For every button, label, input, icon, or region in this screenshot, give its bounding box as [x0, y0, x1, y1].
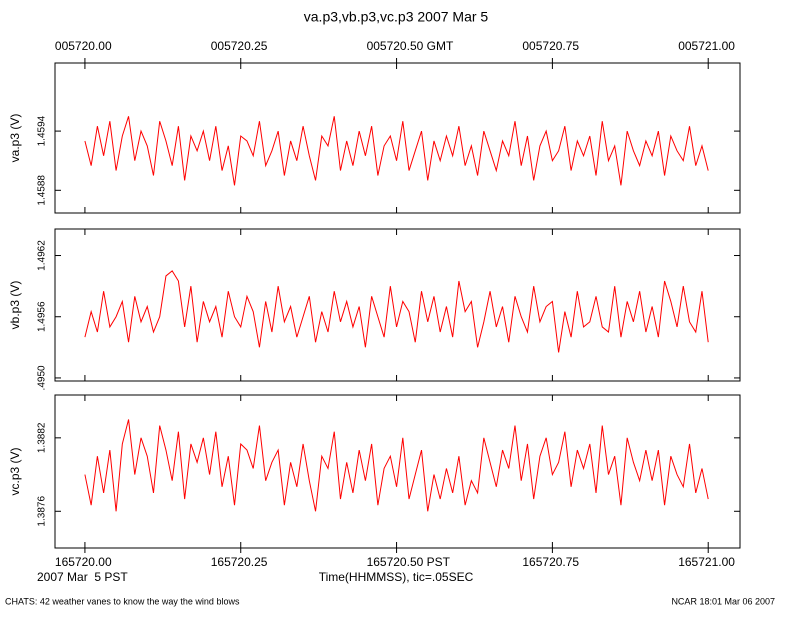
y-tick-label: 1.4588	[37, 175, 48, 206]
chart-title: va.p3,vb.p3,vc.p3 2007 Mar 5	[304, 9, 489, 25]
y-tick-label: 1.3882	[37, 422, 48, 453]
footer-right: NCAR 18:01 Mar 06 2007	[671, 596, 775, 606]
date-label: 2007 Mar 5 PST	[37, 570, 128, 584]
x-tick-label: 165721.00	[678, 555, 735, 569]
top-x-tick-label: 005720.00	[55, 39, 112, 53]
top-x-tick-label: 005720.75	[522, 39, 579, 53]
x-tick-label: 165720.25	[211, 555, 268, 569]
top-x-tick-label: 005721.00	[678, 39, 735, 53]
y-tick-label: 1.3876	[37, 496, 48, 527]
x-tick-label: 165720.50 PST	[367, 555, 451, 569]
y-tick-label: 1.4594	[37, 115, 48, 146]
data-line	[84, 116, 709, 186]
top-x-tick-label: 005720.50 GMT	[367, 39, 454, 53]
data-line	[84, 270, 709, 353]
y-axis-label: vb.p3 (V)	[8, 281, 22, 330]
x-axis-label: Time(HHMMSS), tic=.05SEC	[319, 570, 474, 584]
y-tick-label: 1.4956	[37, 301, 48, 332]
footer-left: CHATS: 42 weather vanes to know the way …	[5, 596, 240, 606]
y-tick-label: .4950	[37, 365, 48, 390]
data-line	[84, 419, 709, 512]
panel-frame	[54, 62, 741, 214]
top-x-tick-label: 005720.25	[211, 39, 268, 53]
y-tick-label: 1.4962	[37, 240, 48, 271]
x-tick-label: 165720.00	[55, 555, 112, 569]
panel-frame	[54, 228, 741, 382]
x-tick-label: 165720.75	[522, 555, 579, 569]
y-axis-label: vc.p3 (V)	[8, 447, 22, 495]
panel-frame	[54, 394, 741, 549]
y-axis-label: va.p3 (V)	[8, 114, 22, 163]
